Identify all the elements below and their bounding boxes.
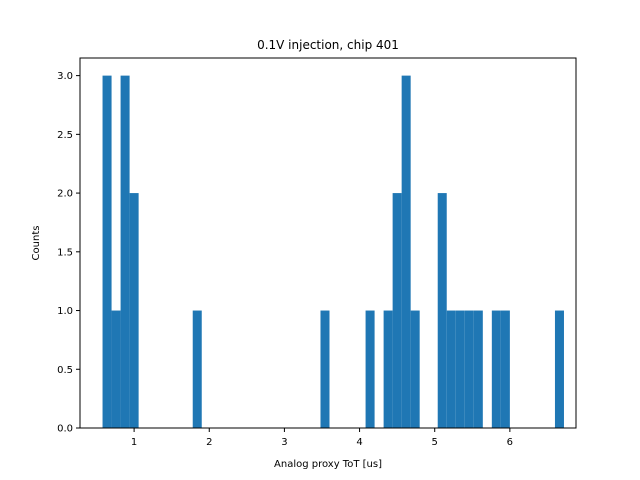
y-axis-label: Counts xyxy=(31,226,42,261)
y-tick-label: 0.0 xyxy=(57,424,73,435)
histogram-bar-18 xyxy=(554,310,564,428)
histogram-bar-7 xyxy=(383,310,393,428)
y-tick-label: 1.0 xyxy=(57,306,73,317)
x-tick-label: 3 xyxy=(281,437,287,448)
plot-frame xyxy=(79,57,577,429)
histogram-bar-16 xyxy=(491,310,501,428)
x-tick-label: 4 xyxy=(356,437,362,448)
x-tick-label: 6 xyxy=(507,437,513,448)
y-tick-label: 2.5 xyxy=(57,130,73,141)
histogram-bar-13 xyxy=(455,310,465,428)
x-axis-label: Analog proxy ToT [us] xyxy=(274,459,382,470)
histogram-bar-12 xyxy=(446,310,456,428)
chart-title: 0.1V injection, chip 401 xyxy=(257,38,399,52)
x-tick-label: 2 xyxy=(206,437,212,448)
histogram-bar-1 xyxy=(111,310,121,428)
bars-group xyxy=(102,75,564,428)
histogram-bar-17 xyxy=(500,310,510,428)
y-tick-label: 3.0 xyxy=(57,71,73,82)
histogram-bar-10 xyxy=(410,310,420,428)
histogram-bar-15 xyxy=(473,310,483,428)
y-ticks-group: 0.0 0.5 1.0 1.5 2.0 2.5 3.0 xyxy=(57,71,80,435)
y-tick-label: 0.5 xyxy=(57,365,73,376)
histogram-bar-6 xyxy=(365,310,375,428)
histogram-bar-9 xyxy=(401,75,411,428)
histogram-bar-14 xyxy=(464,310,474,428)
histogram-bar-11 xyxy=(437,193,447,428)
x-ticks-group: 1 2 3 4 5 6 xyxy=(131,428,513,448)
y-tick-label: 1.5 xyxy=(57,247,73,258)
x-tick-label: 5 xyxy=(432,437,438,448)
histogram-bar-0 xyxy=(102,75,112,428)
x-tick-label: 1 xyxy=(131,437,137,448)
histogram-bar-8 xyxy=(392,193,402,428)
histogram-bar-4 xyxy=(192,310,202,428)
histogram-bar-3 xyxy=(129,193,139,428)
histogram-bar-5 xyxy=(320,310,330,428)
y-tick-label: 2.0 xyxy=(57,189,73,200)
histogram-bar-2 xyxy=(120,75,130,428)
